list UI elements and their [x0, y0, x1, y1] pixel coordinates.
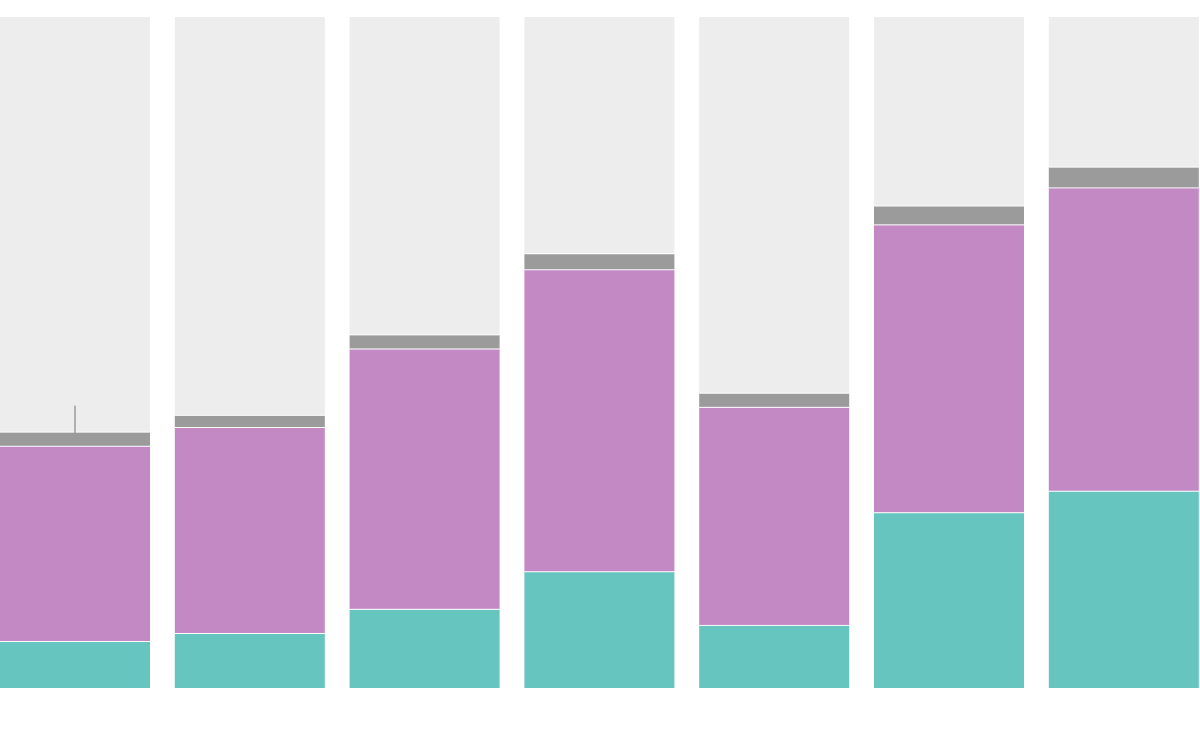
- bar-segment-3-series-3: [349, 334, 500, 349]
- bar-group-3: [349, 17, 500, 688]
- bar-segment-5-series-4: [699, 17, 850, 393]
- bar-segment-4-series-1: [524, 571, 675, 688]
- bar-segment-3-series-1: [349, 608, 500, 688]
- bar-group-7: [1048, 17, 1199, 688]
- bar-segment-5-series-2: [699, 406, 850, 625]
- bar-segment-7-series-3: [1048, 166, 1199, 188]
- bar-segment-6-series-1: [874, 512, 1024, 688]
- bar-segment-3-series-4: [349, 17, 500, 335]
- bar-segment-1-series-3: [0, 431, 150, 446]
- bar-segment-2-series-1: [174, 632, 325, 688]
- bar-segment-2-series-3: [174, 414, 325, 427]
- bar-segment-7-series-1: [1048, 490, 1199, 688]
- bar-group-5: [699, 17, 850, 688]
- bar-segment-6-series-2: [874, 224, 1024, 513]
- bar-segment-5-series-1: [699, 624, 850, 688]
- bar-segment-6-series-3: [874, 205, 1024, 225]
- bar-segment-1-series-1: [0, 641, 150, 688]
- bar-segment-3-series-2: [349, 348, 500, 609]
- bar-segment-2-series-4: [174, 17, 325, 415]
- bar-segment-6-series-4: [874, 17, 1024, 206]
- bar-group-2: [174, 17, 325, 688]
- bar-segment-7-series-2: [1048, 187, 1199, 491]
- bar-segment-4-series-4: [524, 17, 675, 254]
- bars-layer: [0, 17, 1199, 688]
- bar-segment-4-series-3: [524, 253, 675, 270]
- bar-group-4: [524, 17, 675, 688]
- bar-segment-4-series-2: [524, 269, 675, 572]
- bar-segment-7-series-4: [1048, 17, 1199, 167]
- bar-group-1: [0, 17, 150, 688]
- bar-segment-1-series-2: [0, 445, 150, 642]
- bar-segment-5-series-3: [699, 392, 850, 407]
- bar-segment-1-series-4: [0, 17, 150, 432]
- bar-group-6: [874, 17, 1024, 688]
- bar-segment-2-series-2: [174, 426, 325, 633]
